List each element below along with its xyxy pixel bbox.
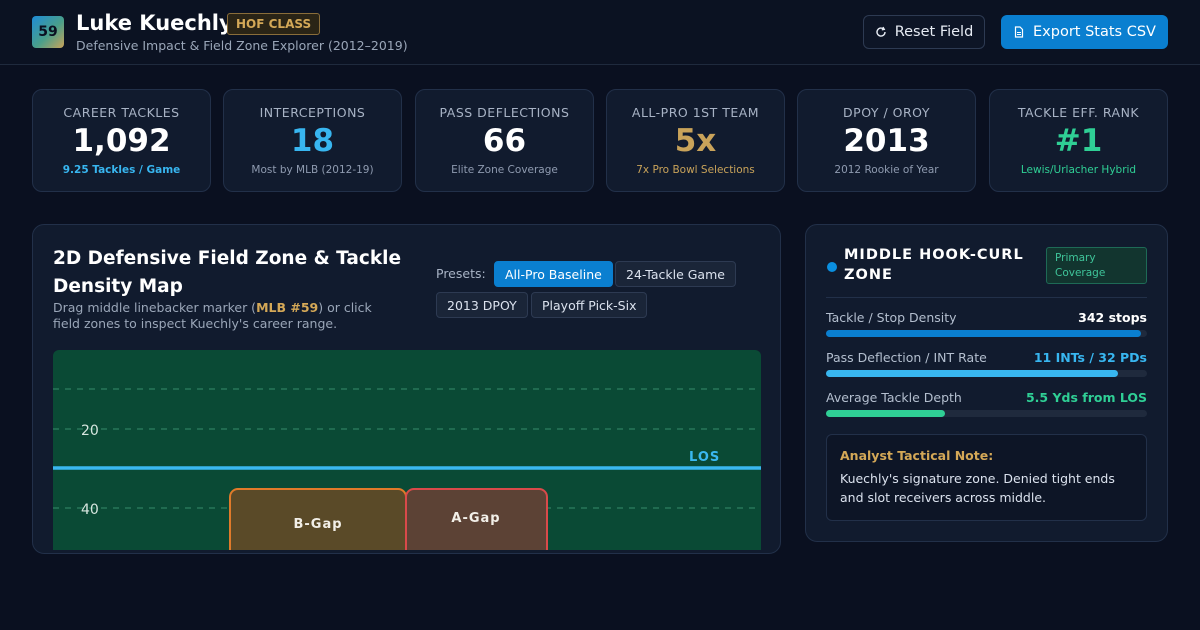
zone-detail-panel: MIDDLE HOOK-CURL ZONE Primary Coverage T… [805, 224, 1168, 542]
metric-label: Pass Deflection / INT Rate [826, 350, 987, 365]
stat-label: ALL-PRO 1ST TEAM [631, 105, 760, 120]
a-gap-zone[interactable] [405, 488, 548, 550]
zone-indicator-dot [827, 262, 837, 272]
stat-label: TACKLE EFF. RANK [1017, 105, 1140, 120]
reset-field-button[interactable]: Reset Field [863, 15, 985, 49]
stat-card: PASS DEFLECTIONS 66 Elite Zone Coverage [415, 89, 594, 192]
stat-sub: 7x Pro Bowl Selections [636, 164, 755, 176]
file-icon [1014, 26, 1024, 38]
stat-sub: Most by MLB (2012-19) [251, 164, 374, 176]
stat-sub: 2012 Rookie of Year [834, 164, 939, 176]
stat-value: 5x [674, 123, 717, 159]
stat-value: 1,092 [72, 123, 171, 159]
primary-coverage-badge: Primary Coverage [1046, 247, 1147, 284]
zone-title: MIDDLE HOOK-CURL ZONE [844, 247, 1024, 283]
map-desc-highlight: MLB #59 [256, 300, 319, 315]
metric-value: 5.5 Yds from LOS [1025, 390, 1147, 405]
a-gap-label: A-Gap [451, 511, 500, 526]
preset-button[interactable]: 24-Tackle Game [615, 261, 736, 287]
map-desc-after: ) or click field zones to inspect Kuechl… [53, 300, 372, 331]
stat-card: CAREER TACKLES 1,092 9.25 Tackles / Game [32, 89, 211, 192]
stat-label: DPOY / OROY [843, 105, 930, 120]
metric-bar-track [826, 330, 1147, 337]
stat-label: CAREER TACKLES [63, 105, 180, 120]
field-map-panel: 2D Defensive Field Zone & Tackle Density… [32, 224, 781, 554]
stat-sub: Lewis/Urlacher Hybrid [1020, 164, 1137, 176]
b-gap-label: B-Gap [293, 517, 342, 532]
stat-card: ALL-PRO 1ST TEAM 5x 7x Pro Bowl Selections [606, 89, 785, 192]
los-label: LOS [689, 450, 720, 465]
stat-value: 2013 [843, 123, 930, 159]
page-title: Luke Kuechly [76, 11, 233, 35]
map-desc-before: Drag middle linebacker marker ( [53, 300, 257, 315]
preset-button[interactable]: All-Pro Baseline [494, 261, 613, 287]
app-header: 59 Luke Kuechly HOF CLASS Defensive Impa… [0, 0, 1200, 65]
map-description: Drag middle linebacker marker (MLB #59) … [53, 300, 398, 332]
analyst-note-text: Kuechly's signature zone. Denied tight e… [840, 471, 1115, 505]
export-stats-button[interactable]: Export Stats CSV [1001, 15, 1168, 49]
metric-bar-fill [826, 330, 1141, 337]
presets-label: Presets: [436, 266, 486, 281]
refresh-icon [876, 26, 886, 37]
stat-sub: 9.25 Tackles / Game [62, 164, 181, 176]
football-field[interactable]: 20 40 LOS B-Gap A-Gap [53, 350, 761, 550]
metric-label: Average Tackle Depth [826, 390, 962, 405]
metric-bar-track [826, 370, 1147, 377]
reset-field-label: Reset Field [894, 24, 974, 40]
metric-bar-fill [826, 410, 945, 417]
stat-card: TACKLE EFF. RANK #1 Lewis/Urlacher Hybrid [989, 89, 1168, 192]
stat-card: DPOY / OROY 2013 2012 Rookie of Year [797, 89, 976, 192]
map-title: 2D Defensive Field Zone & Tackle Density… [53, 248, 402, 297]
field-svg: 20 40 LOS B-Gap A-Gap [53, 388, 761, 550]
preset-button[interactable]: Playoff Pick-Six [531, 292, 648, 318]
jersey-number-logo: 59 [32, 16, 64, 48]
stat-label: PASS DEFLECTIONS [439, 105, 570, 120]
yard-label-20: 20 [81, 423, 99, 439]
stat-sub: Elite Zone Coverage [451, 164, 558, 176]
metric-label: Tackle / Stop Density [826, 310, 957, 325]
analyst-note: Analyst Tactical Note: Kuechly's signatu… [826, 434, 1147, 521]
stat-card: INTERCEPTIONS 18 Most by MLB (2012-19) [223, 89, 402, 192]
export-stats-label: Export Stats CSV [1033, 24, 1156, 40]
page-subtitle: Defensive Impact & Field Zone Explorer (… [76, 38, 408, 53]
stat-value: 66 [482, 123, 527, 159]
stat-label: INTERCEPTIONS [259, 105, 366, 120]
divider [826, 297, 1147, 298]
metric-value: 342 stops [1078, 310, 1147, 325]
preset-button[interactable]: 2013 DPOY [436, 292, 528, 318]
analyst-note-title: Analyst Tactical Note: [840, 448, 994, 463]
hof-class-badge: HOF CLASS [227, 13, 321, 35]
metric-bar-track [826, 410, 1147, 417]
metric-bar-fill [826, 370, 1119, 377]
stat-value: #1 [1054, 123, 1103, 159]
metric-value: 11 INTs / 32 PDs [1033, 350, 1147, 365]
stat-value: 18 [290, 123, 335, 159]
yard-label-40: 40 [81, 502, 99, 518]
